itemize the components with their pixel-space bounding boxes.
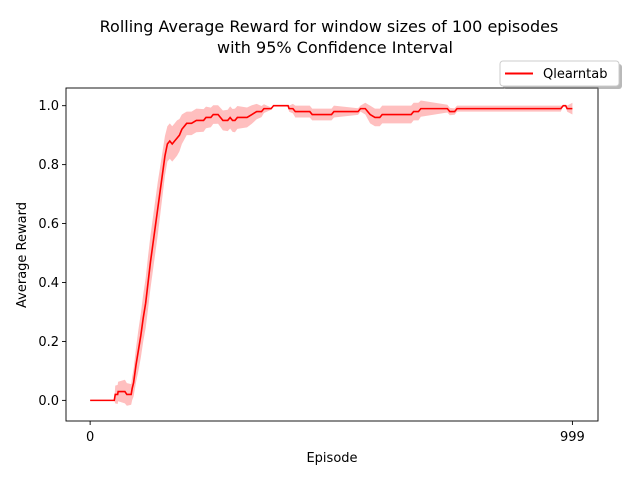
y-tick-label: 0.8: [38, 158, 59, 173]
y-tick-label: 0.6: [38, 217, 59, 232]
chart-title: Rolling Average Reward for window sizes …: [100, 17, 559, 36]
x-tick-label: 999: [560, 430, 585, 445]
plot-frame: [65, 87, 599, 422]
legend-label-qlearntab: Qlearntab: [543, 67, 607, 82]
y-axis-label: Average Reward: [15, 202, 30, 308]
x-tick-label: 0: [86, 430, 94, 445]
y-axis: 0.0 0.2 0.4 0.6 0.8 1.0: [38, 99, 66, 409]
legend-box: [499, 60, 620, 87]
chart-subtitle: with 95% Confidence Interval: [217, 38, 453, 57]
y-tick-label: 0.2: [38, 335, 59, 350]
series-line-qlearntab: [90, 104, 573, 402]
y-tick-label: 0.0: [38, 394, 59, 409]
legend: Qlearntab: [499, 60, 622, 89]
x-axis: 0 999: [86, 421, 585, 445]
y-tick-label: 0.4: [38, 276, 59, 291]
y-tick-label: 1.0: [38, 99, 59, 114]
x-axis-label: Episode: [306, 451, 357, 466]
plot-area: [90, 100, 573, 406]
